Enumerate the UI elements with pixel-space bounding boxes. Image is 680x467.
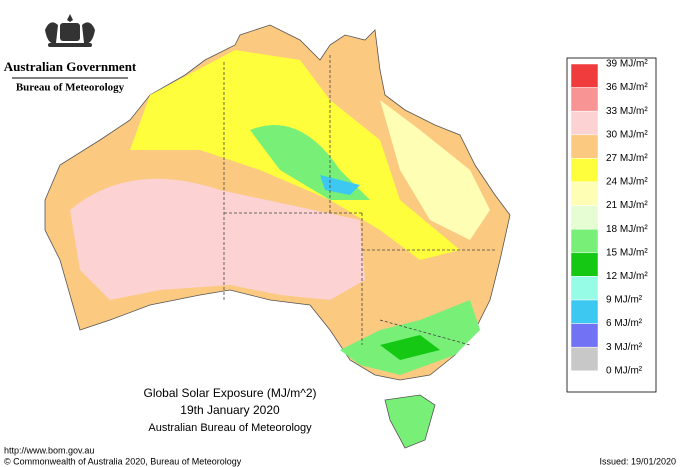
legend-swatch [570, 110, 599, 136]
legend-swatch [570, 346, 599, 372]
legend-label: 36 MJ/m² [606, 82, 648, 93]
map-date: 19th January 2020 [180, 403, 280, 417]
legend-label: 18 MJ/m² [606, 224, 648, 235]
legend-label: 9 MJ/m² [606, 295, 643, 306]
copyright: © Commonwealth of Australia 2020, Bureau… [4, 456, 242, 466]
legend-swatch [570, 299, 599, 324]
bureau-name: Bureau of Meteorology [16, 82, 125, 94]
legend-swatch [570, 276, 599, 301]
legend-label: 21 MJ/m² [606, 200, 648, 211]
legend-label: 39 MJ/m² [606, 59, 648, 70]
legend-label: 12 MJ/m² [606, 271, 648, 282]
legend-label: 27 MJ/m² [606, 153, 648, 164]
legend-swatch [570, 228, 599, 254]
legend-swatch [570, 158, 599, 183]
map-source: Australian Bureau of Meteorology [148, 422, 312, 434]
legend-label: 0 MJ/m² [606, 365, 643, 376]
map-fields [70, 50, 490, 375]
map-title: Global Solar Exposure (MJ/m^2) [143, 386, 316, 400]
legend-label: 30 MJ/m² [606, 129, 648, 140]
legend: 39 MJ/m² 36 MJ/m² 33 MJ/m² 30 MJ/m² 27 MJ/m²… [570, 59, 648, 376]
issued: Issued: 19/01/2020 [599, 456, 676, 466]
legend-swatch [570, 134, 599, 159]
legend-label: 15 MJ/m² [606, 247, 648, 258]
legend-label: 33 MJ/m² [606, 106, 648, 117]
government-name: Australian Government [4, 59, 137, 74]
legend-label: 6 MJ/m² [606, 318, 643, 329]
legend-swatch [570, 323, 599, 348]
legend-label: 24 MJ/m² [606, 177, 648, 188]
legend-swatch [570, 252, 599, 277]
legend-label: 3 MJ/m² [606, 342, 643, 353]
legend-swatch [570, 205, 599, 230]
map [44, 24, 511, 449]
state-borders [223, 55, 495, 346]
legend-swatch [570, 63, 599, 88]
legend-swatch [570, 181, 599, 206]
url: http://www.bom.gov.au [4, 445, 94, 455]
coat-of-arms [45, 14, 95, 47]
legend-swatch [570, 87, 599, 112]
tasmania [384, 394, 436, 449]
